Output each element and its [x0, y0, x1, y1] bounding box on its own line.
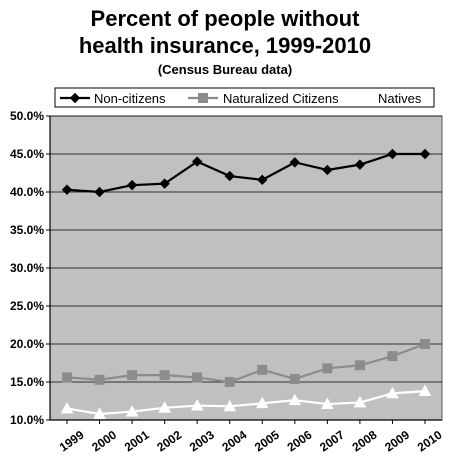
- series-line: [66, 152, 425, 194]
- data-point: [322, 164, 333, 176]
- y-tick-label: 45.0%: [10, 147, 44, 161]
- data-point: [60, 402, 74, 414]
- data-point: [288, 393, 302, 406]
- data-point: [62, 372, 72, 383]
- data-point: [321, 397, 334, 409]
- data-point: [224, 170, 235, 182]
- x-tick-label: 1999: [57, 427, 87, 454]
- legend-swatch-marker: [198, 93, 208, 103]
- legend-label: Natives: [378, 91, 422, 106]
- chart-title-line-2: health insurance, 1999-2010: [78, 33, 372, 58]
- legend-label: Non-citizens: [94, 91, 166, 106]
- y-tick-label: 30.0%: [10, 261, 44, 275]
- data-point: [420, 339, 430, 349]
- y-tick-label: 10.0%: [10, 413, 44, 427]
- legend-label: Naturalized Citizens: [223, 91, 339, 106]
- data-point: [94, 186, 105, 198]
- y-tick-label: 35.0%: [10, 223, 44, 237]
- data-point: [159, 178, 170, 189]
- data-point: [387, 351, 398, 362]
- data-point: [386, 386, 399, 399]
- chart-title-line-1: Percent of people without: [90, 6, 360, 31]
- data-point: [61, 184, 73, 195]
- x-tick-label: 2003: [187, 427, 217, 454]
- legend-swatch-marker: [69, 92, 81, 104]
- data-point: [322, 363, 333, 374]
- data-point: [257, 364, 268, 375]
- y-tick-label: 25.0%: [10, 299, 44, 313]
- x-tick-label: 2005: [252, 427, 282, 454]
- data-point: [419, 148, 431, 160]
- data-point: [94, 374, 105, 385]
- y-tick-label: 40.0%: [10, 185, 44, 199]
- legend: Non-citizens Naturalized Citizens Natives: [54, 87, 435, 108]
- data-point: [158, 401, 171, 413]
- data-point: [126, 179, 138, 191]
- data-point: [418, 384, 432, 397]
- data-point: [255, 396, 269, 409]
- legend-box: [54, 87, 435, 108]
- x-tick-label: 2009: [382, 427, 412, 454]
- x-tick-label: 2000: [89, 427, 119, 454]
- data-point: [289, 373, 300, 384]
- data-point: [354, 360, 365, 371]
- data-point: [353, 395, 367, 408]
- y-tick-label: 20.0%: [10, 337, 44, 351]
- y-tick-label: 15.0%: [10, 375, 44, 389]
- series-line: [66, 390, 426, 416]
- data-point: [257, 174, 268, 186]
- y-tick-label: 50.0%: [10, 109, 44, 123]
- x-tick-label: 2010: [415, 427, 445, 454]
- series: [60, 148, 432, 419]
- data-point: [289, 157, 301, 168]
- data-point: [159, 370, 170, 381]
- data-point: [191, 156, 203, 167]
- data-point: [223, 399, 237, 412]
- chart-subtitle: (Census Bureau data): [157, 62, 293, 77]
- data-point: [354, 159, 366, 170]
- data-point: [93, 407, 106, 419]
- x-tick-label: 2004: [219, 427, 249, 454]
- x-tick-label: 2006: [285, 427, 315, 454]
- series-line: [66, 342, 426, 384]
- x-tick-label: 2001: [122, 427, 152, 454]
- data-point: [125, 405, 139, 417]
- data-point: [224, 377, 235, 387]
- legend-swatch-marker: [350, 91, 364, 103]
- x-tick-label: 2007: [317, 427, 347, 454]
- data-point: [387, 148, 398, 160]
- x-tick-label: 2002: [154, 427, 184, 454]
- x-tick-label: 2008: [350, 427, 380, 454]
- data-point: [190, 399, 204, 411]
- data-point: [192, 372, 203, 383]
- data-point: [127, 370, 138, 381]
